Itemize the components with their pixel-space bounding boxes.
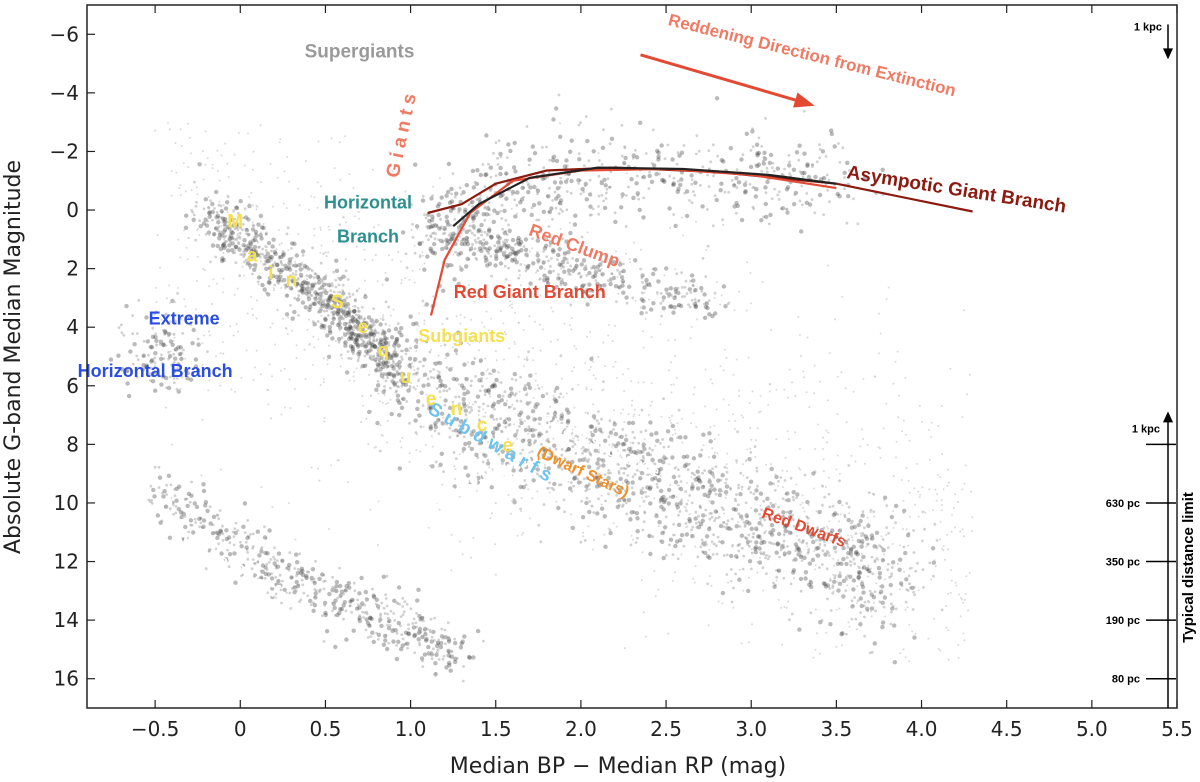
density-main-sequence-lower <box>364 300 944 665</box>
star-density-layer <box>108 93 974 683</box>
curve-giant-branch-inner <box>452 166 837 228</box>
y-tick-label: 6 <box>66 374 79 398</box>
annotation-subgiants: Subgiants <box>418 326 505 346</box>
x-tick-label: 3.0 <box>735 717 767 741</box>
main-sequence-letter-3: n <box>286 270 298 291</box>
distance-scale-title: Typical distance limit <box>1180 492 1197 643</box>
distance-label: 190 pc <box>1106 615 1140 627</box>
main-sequence-letter-11: e <box>502 436 513 457</box>
x-tick-label: 5.0 <box>1076 717 1108 741</box>
y-tick-label: 2 <box>66 257 79 281</box>
y-tick-label: 16 <box>54 667 79 691</box>
annotation-horizontal-branch: Horizontal Branch <box>78 361 233 381</box>
x-tick-label: 1.0 <box>395 717 427 741</box>
y-tick-label: 14 <box>54 608 79 632</box>
distance-label: 80 pc <box>1112 674 1140 686</box>
plot-background <box>87 5 1177 708</box>
annotation-red-giant-branch: Red Giant Branch <box>454 282 606 302</box>
distance-arrow-down-head <box>1163 48 1173 60</box>
main-sequence-letter-0: M <box>227 212 243 233</box>
x-tick-label: 2.5 <box>650 717 682 741</box>
y-tick-label: −2 <box>50 139 79 163</box>
annotation-extreme: Extreme <box>149 308 220 328</box>
reddening-arrow-layer <box>640 53 815 108</box>
density-white-dwarfs <box>147 465 485 683</box>
main-sequence-letter-7: u <box>400 367 412 388</box>
x-tick-label: 1.5 <box>480 717 512 741</box>
distance-label: 630 pc <box>1106 498 1140 510</box>
main-sequence-letter-4: S <box>331 292 344 313</box>
x-tick-label: 4.5 <box>991 717 1023 741</box>
y-tick-label: 4 <box>66 315 79 339</box>
annotation-horizontal: Horizontal <box>324 193 412 213</box>
x-tick-label: 0.5 <box>310 717 342 741</box>
y-axis-ticks: −6 −4 −2 0 2 4 6 8 10 12 14 16 <box>50 22 95 691</box>
reddening-arrow-head <box>793 92 815 108</box>
distance-label: 350 pc <box>1106 557 1140 569</box>
giant-branch-curves <box>427 166 973 316</box>
plot-frame <box>86 4 1178 709</box>
reddening-arrow-shaft <box>640 53 812 107</box>
x-tick-label: 5.5 <box>1161 717 1193 741</box>
main-sequence-letter-10: c <box>477 415 488 436</box>
y-tick-label: 8 <box>66 432 79 456</box>
density-main-sequence-upper <box>183 162 425 401</box>
density-red-clump <box>417 204 730 320</box>
density-ehb <box>108 292 209 399</box>
main-sequence-letter-8: e <box>426 389 437 410</box>
y-tick-label: 10 <box>54 491 79 515</box>
main-sequence-letter-6: q <box>377 341 389 362</box>
x-axis-title: Median BP − Median RP (mag) <box>450 754 786 779</box>
y-axis-title: Absolute G-band Median Magnitude <box>1 160 26 554</box>
density-halo <box>154 121 974 663</box>
distance-arrow-up-head <box>1163 411 1173 423</box>
x-axis-ticks: −0.5 0 0.5 1.0 1.5 2.0 2.5 3.0 3.5 4.0 4.5 5.0 5.5 <box>131 5 1193 741</box>
x-tick-label: 0 <box>234 717 247 741</box>
x-tick-label: 3.5 <box>820 717 852 741</box>
main-sequence-letter-2: i <box>268 263 273 284</box>
distance-label: 1 kpc <box>1134 21 1162 33</box>
distance-label: 1 kpc <box>1132 423 1160 435</box>
annotation-supergiants: Supergiants <box>305 42 415 63</box>
y-tick-label: −4 <box>50 81 79 105</box>
main-sequence-letter-9: n <box>451 399 463 420</box>
x-tick-label: 4.0 <box>906 717 938 741</box>
main-sequence-letter-5: e <box>358 317 369 338</box>
y-tick-label: −6 <box>50 22 79 46</box>
y-tick-label: 12 <box>54 550 79 574</box>
main-sequence-letter-1: a <box>247 245 258 266</box>
distance-scale: Typical distance limit 1 kpc 1 kpc 630 pc 35… <box>1106 21 1197 708</box>
y-tick-label: 0 <box>66 198 79 222</box>
x-tick-label: 2.0 <box>565 717 597 741</box>
x-tick-label: −0.5 <box>131 717 180 741</box>
annotation-branch: Branch <box>337 226 399 246</box>
